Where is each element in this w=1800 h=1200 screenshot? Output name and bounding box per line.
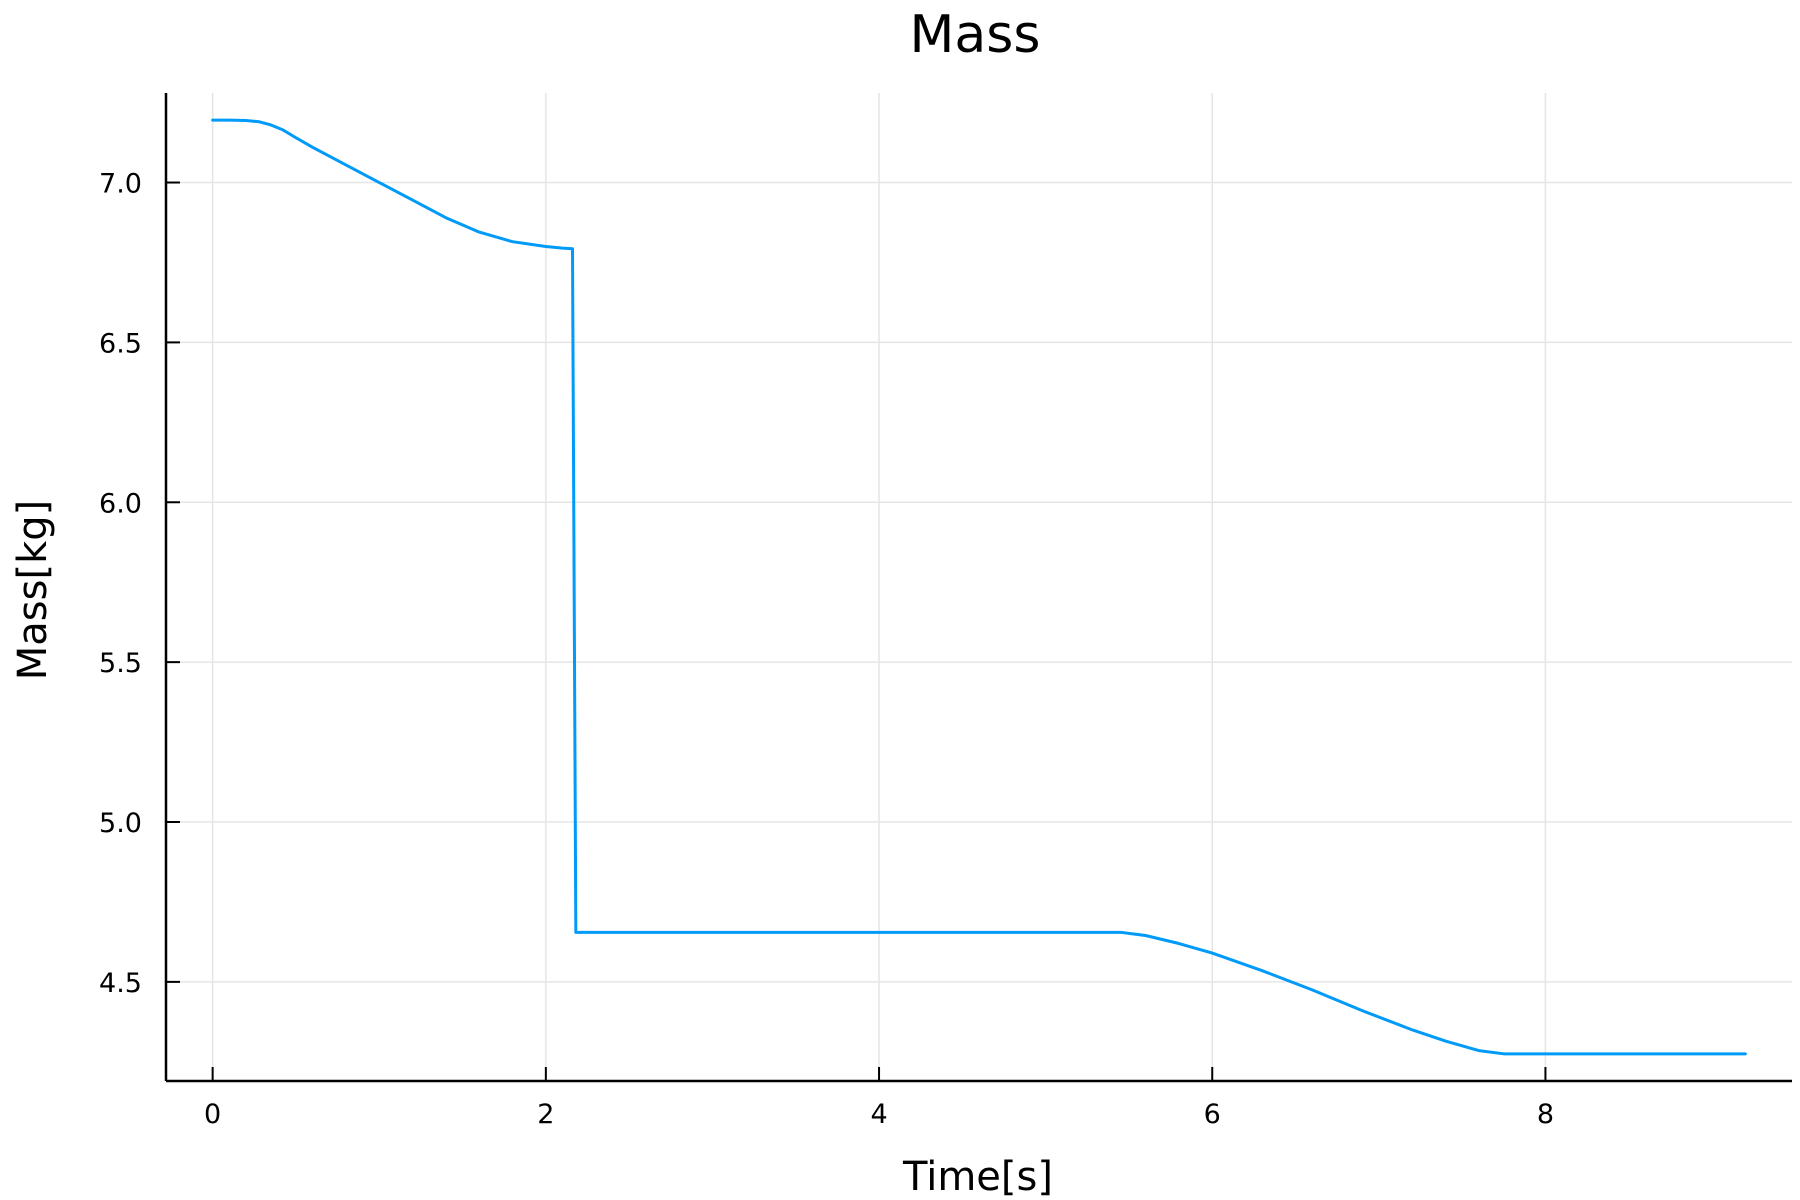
- y-tick-label-2: 5.5: [99, 648, 142, 679]
- axes: [164, 93, 1792, 1083]
- x-tick-label-2: 4: [870, 1099, 887, 1130]
- y-tick-label-4: 6.5: [99, 328, 142, 359]
- chart-title: Mass: [910, 5, 1041, 65]
- x-axis-title: Time[s]: [902, 1154, 1053, 1200]
- series-layer: [211, 118, 1747, 1056]
- x-tick-label-4: 8: [1537, 1099, 1554, 1130]
- grid: [166, 93, 1792, 1081]
- series-line-0: [211, 118, 1747, 1056]
- x-tick-label-1: 2: [537, 1099, 554, 1130]
- y-tick-label-1: 5.0: [99, 808, 142, 839]
- x-tick-label-0: 0: [204, 1099, 221, 1130]
- y-tick-label-5: 7.0: [99, 169, 142, 200]
- y-axis-title: Mass[kg]: [10, 500, 56, 680]
- y-tick-label-0: 4.5: [99, 968, 142, 999]
- x-tick-label-3: 6: [1204, 1099, 1221, 1130]
- y-tick-label-3: 6.0: [99, 488, 142, 519]
- ticks: 0 2 4 6 8 4.5 5.0 5.5 6.0 6.5 7.0: [99, 169, 1554, 1130]
